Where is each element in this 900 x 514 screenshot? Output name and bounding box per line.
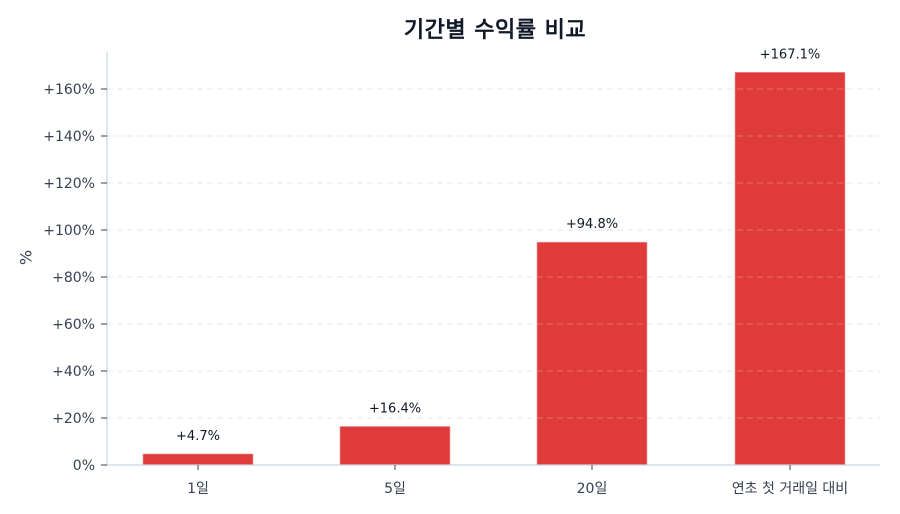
y-tick-label: +20% xyxy=(52,411,95,427)
y-tick-label: +140% xyxy=(43,129,95,145)
bar-value-label: +16.4% xyxy=(369,401,421,416)
y-tick-label: +80% xyxy=(52,270,95,286)
bar xyxy=(339,426,451,466)
axes xyxy=(106,52,880,466)
bar-value-label: +167.1% xyxy=(760,47,820,62)
x-tick-label: 5일 xyxy=(384,481,406,497)
bar-value-labels: +4.7% +16.4% +94.8% +167.1% xyxy=(176,47,820,444)
grid-lines-overlay xyxy=(107,88,880,419)
y-tick-label: +100% xyxy=(43,223,95,239)
y-tick-label: +120% xyxy=(43,176,95,192)
y-tick-label: +60% xyxy=(52,317,95,333)
y-axis-ticks: 0% +20% +40% +60% +80% +100% +120% +140% +160% xyxy=(43,82,107,474)
bar xyxy=(536,241,648,466)
bar xyxy=(734,72,846,466)
y-tick-label: +40% xyxy=(52,364,95,380)
x-tick-label: 1일 xyxy=(187,481,209,497)
y-tick-label: +160% xyxy=(43,82,95,98)
bar-value-label: +4.7% xyxy=(176,429,220,444)
bar xyxy=(142,453,254,466)
x-tick-label: 20일 xyxy=(577,481,608,497)
chart-title: 기간별 수익률 비교 xyxy=(403,18,587,43)
bar-value-label: +94.8% xyxy=(566,217,618,232)
y-tick-label: 0% xyxy=(73,458,95,474)
x-axis-ticks: 1일 5일 20일 연초 첫 거래일 대비 xyxy=(187,465,848,497)
x-tick-label: 연초 첫 거래일 대비 xyxy=(732,481,848,497)
bars xyxy=(142,72,846,466)
